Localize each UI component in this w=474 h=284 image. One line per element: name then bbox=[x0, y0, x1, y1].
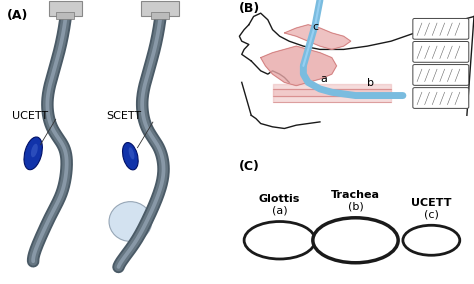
FancyBboxPatch shape bbox=[413, 18, 469, 39]
Polygon shape bbox=[284, 25, 351, 49]
Circle shape bbox=[403, 225, 460, 255]
FancyBboxPatch shape bbox=[141, 1, 179, 16]
Text: Glottis: Glottis bbox=[259, 194, 301, 204]
Text: a: a bbox=[320, 74, 327, 84]
Text: (a): (a) bbox=[272, 205, 287, 215]
Ellipse shape bbox=[123, 143, 138, 170]
Text: (C): (C) bbox=[239, 160, 260, 173]
Ellipse shape bbox=[128, 147, 135, 159]
Text: UCETT: UCETT bbox=[12, 111, 48, 121]
Text: SCETT: SCETT bbox=[107, 111, 142, 121]
Ellipse shape bbox=[31, 144, 38, 157]
Circle shape bbox=[313, 218, 398, 263]
FancyBboxPatch shape bbox=[413, 41, 469, 62]
Text: (A): (A) bbox=[7, 9, 28, 22]
FancyBboxPatch shape bbox=[49, 1, 82, 16]
Text: (B): (B) bbox=[239, 2, 261, 15]
Text: (c): (c) bbox=[424, 209, 439, 219]
FancyBboxPatch shape bbox=[56, 12, 74, 19]
FancyBboxPatch shape bbox=[413, 88, 469, 108]
Text: Trachea: Trachea bbox=[331, 190, 380, 200]
Text: c: c bbox=[313, 22, 319, 32]
FancyBboxPatch shape bbox=[413, 64, 469, 85]
Circle shape bbox=[244, 222, 315, 259]
Text: b: b bbox=[367, 78, 374, 88]
Ellipse shape bbox=[24, 137, 42, 170]
Text: (b): (b) bbox=[347, 202, 364, 212]
FancyBboxPatch shape bbox=[151, 12, 169, 19]
Text: UCETT: UCETT bbox=[411, 198, 452, 208]
Polygon shape bbox=[261, 46, 337, 86]
Ellipse shape bbox=[109, 202, 152, 241]
